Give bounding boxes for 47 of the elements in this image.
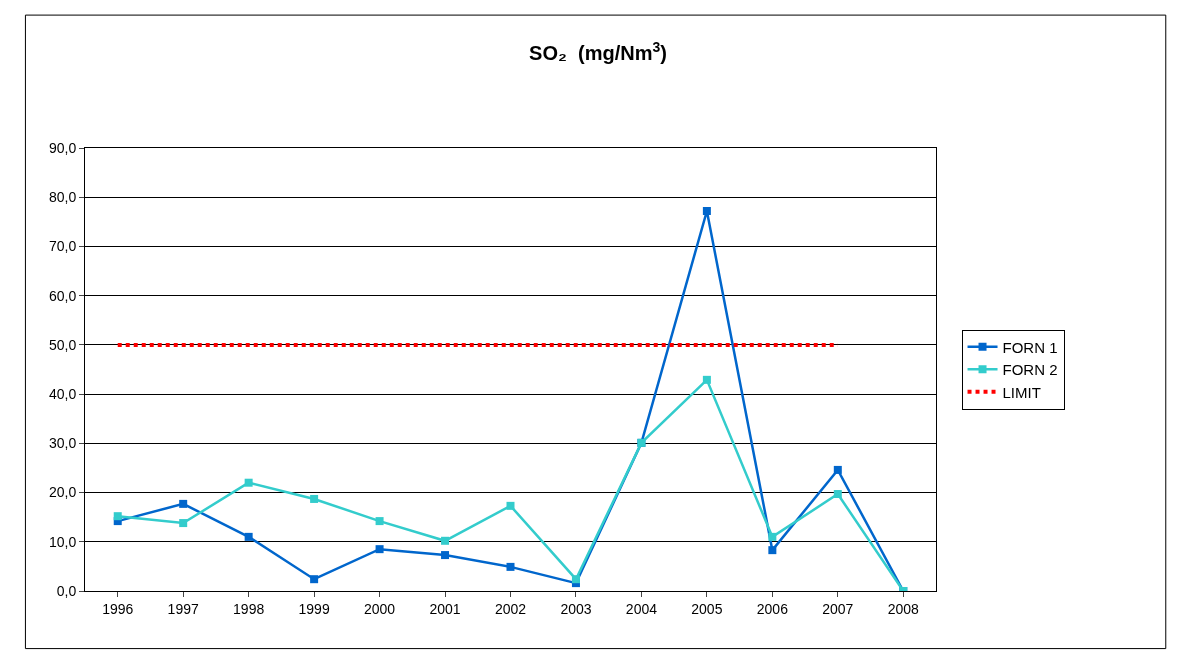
point bbox=[441, 536, 450, 545]
y-tick-label: 70,0 bbox=[48, 238, 77, 255]
point bbox=[768, 546, 777, 555]
point bbox=[113, 512, 122, 521]
x-tick-label: 1998 bbox=[233, 600, 265, 617]
chart-title: SO₂ (mg/Nm$^{3}$) bbox=[529, 38, 667, 64]
y-tick-label: 0,0 bbox=[56, 582, 77, 599]
y-tick-label: 90,0 bbox=[48, 139, 77, 156]
point bbox=[375, 545, 384, 554]
point bbox=[179, 519, 188, 528]
x-tick-label: 1996 bbox=[102, 600, 134, 617]
y-tick-label: 10,0 bbox=[48, 533, 77, 550]
y-tick-label: 30,0 bbox=[48, 435, 77, 452]
point bbox=[833, 490, 842, 499]
point bbox=[506, 562, 515, 571]
y-tick-label: 60,0 bbox=[48, 287, 77, 304]
point bbox=[310, 575, 319, 584]
legend-label: FORN 2 bbox=[1002, 361, 1058, 379]
y-tick-label: 20,0 bbox=[48, 484, 77, 501]
y-tick-label: 80,0 bbox=[48, 189, 77, 206]
point bbox=[833, 465, 842, 474]
x-tick-label: 1999 bbox=[298, 600, 330, 617]
legend-label: FORN 1 bbox=[1002, 338, 1058, 356]
point bbox=[702, 207, 711, 215]
point bbox=[310, 494, 319, 503]
x-tick-label: 1997 bbox=[167, 600, 199, 617]
point bbox=[702, 375, 711, 384]
point bbox=[244, 478, 253, 487]
x-tick-label: 2002 bbox=[494, 600, 527, 617]
x-tick-label: 2003 bbox=[560, 600, 592, 617]
point bbox=[179, 499, 188, 508]
point bbox=[768, 532, 777, 541]
x-tick-label: 2005 bbox=[691, 600, 723, 617]
point bbox=[506, 501, 515, 510]
point bbox=[571, 575, 580, 584]
x-tick-label: 2006 bbox=[756, 600, 789, 617]
x-tick-label: 2001 bbox=[429, 600, 461, 617]
x-tick-label: 2008 bbox=[887, 600, 920, 617]
y-tick-label: 50,0 bbox=[48, 336, 77, 353]
x-tick-label: 2000 bbox=[364, 600, 396, 617]
legend-label: LIMIT bbox=[1002, 383, 1041, 401]
point bbox=[244, 532, 253, 541]
point bbox=[375, 517, 384, 526]
y-tick-label: 40,0 bbox=[48, 386, 77, 403]
x-tick-label: 2007 bbox=[822, 600, 854, 617]
point bbox=[441, 551, 450, 560]
x-tick-label: 2004 bbox=[625, 600, 658, 617]
